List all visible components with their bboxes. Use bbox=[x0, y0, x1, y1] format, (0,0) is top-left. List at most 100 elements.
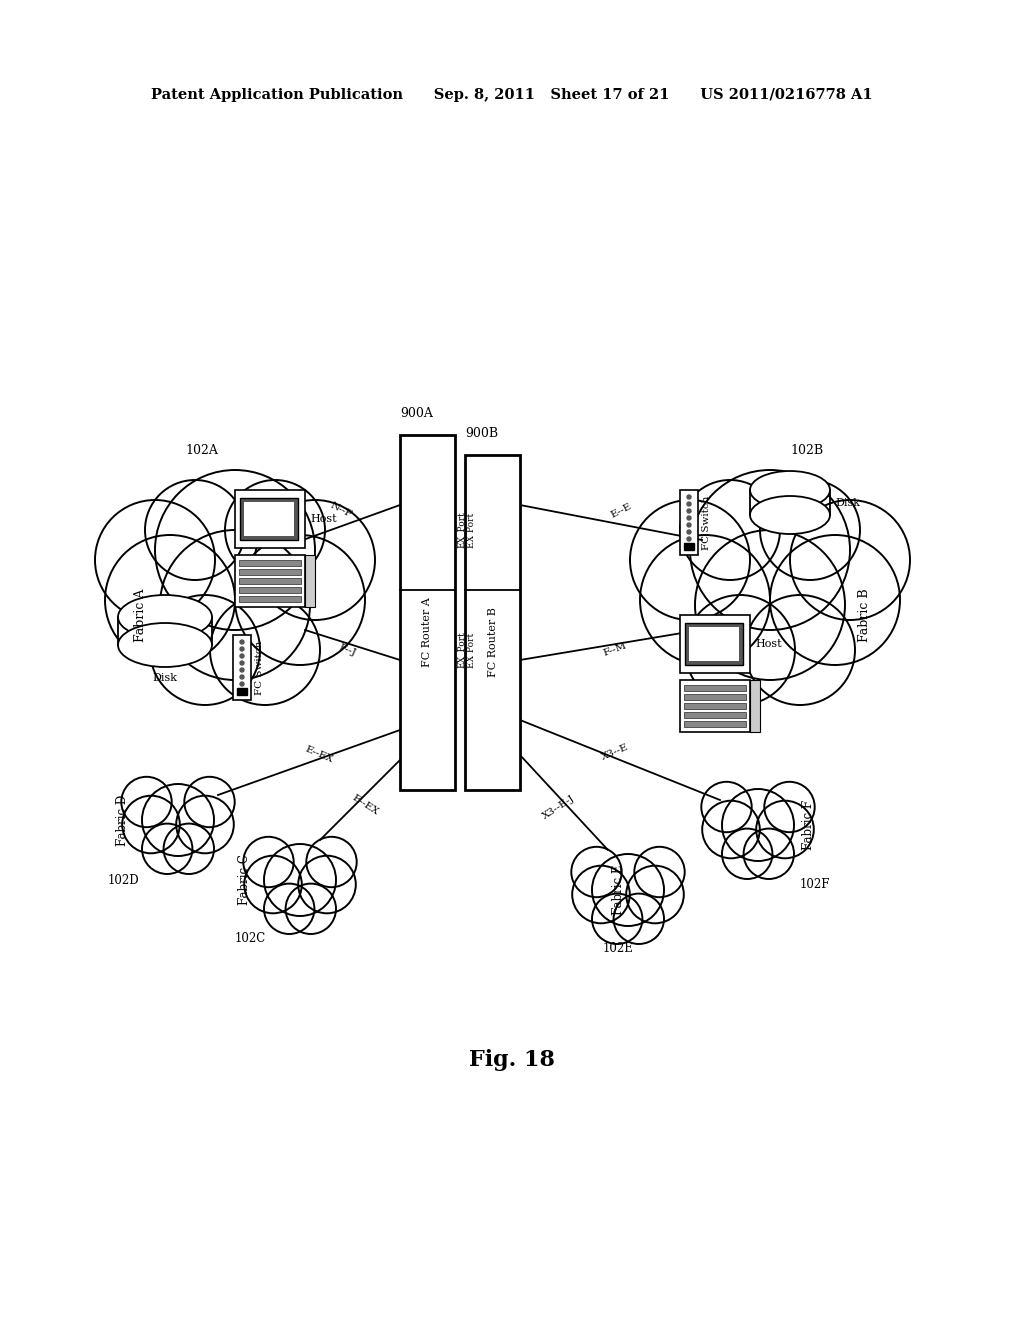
Circle shape bbox=[160, 531, 310, 680]
Bar bbox=[240, 498, 298, 540]
Bar bbox=[684, 694, 746, 700]
Bar bbox=[680, 490, 698, 554]
Bar bbox=[680, 615, 750, 673]
Circle shape bbox=[571, 847, 622, 898]
Text: N--F: N--F bbox=[329, 502, 354, 520]
Bar bbox=[680, 680, 750, 733]
Circle shape bbox=[255, 500, 375, 620]
Circle shape bbox=[105, 535, 234, 665]
Circle shape bbox=[685, 595, 795, 705]
Circle shape bbox=[695, 531, 845, 680]
Circle shape bbox=[687, 510, 691, 513]
Text: Disk: Disk bbox=[835, 498, 860, 508]
Text: 102A: 102A bbox=[185, 444, 218, 457]
Text: EX_Port: EX_Port bbox=[457, 631, 467, 668]
Bar bbox=[234, 490, 305, 548]
Text: X3--E: X3--E bbox=[600, 742, 630, 762]
Circle shape bbox=[264, 883, 314, 935]
Text: Patent Application Publication      Sep. 8, 2011   Sheet 17 of 21      US 2011/0: Patent Application Publication Sep. 8, 2… bbox=[152, 88, 872, 102]
Circle shape bbox=[210, 595, 319, 705]
Circle shape bbox=[687, 544, 691, 548]
Bar bbox=[239, 578, 301, 583]
Circle shape bbox=[640, 535, 770, 665]
Text: EX_Port: EX_Port bbox=[457, 512, 467, 548]
Circle shape bbox=[240, 675, 244, 678]
Text: FC Router A: FC Router A bbox=[423, 598, 432, 668]
Text: Fabric E: Fabric E bbox=[611, 865, 625, 915]
Circle shape bbox=[244, 855, 302, 913]
Text: X3--E-J: X3--E-J bbox=[542, 793, 577, 821]
Text: F--M: F--M bbox=[602, 642, 628, 659]
Text: EX Port: EX Port bbox=[467, 512, 476, 548]
Bar bbox=[390, 425, 535, 814]
Circle shape bbox=[145, 480, 245, 579]
Circle shape bbox=[572, 866, 630, 923]
Circle shape bbox=[121, 776, 172, 828]
Bar bbox=[233, 635, 251, 700]
Bar bbox=[239, 587, 301, 593]
Text: E--E: E--E bbox=[609, 502, 633, 520]
Bar bbox=[684, 685, 746, 690]
Text: 900A: 900A bbox=[400, 407, 433, 420]
Circle shape bbox=[240, 647, 244, 651]
Circle shape bbox=[760, 480, 860, 579]
Circle shape bbox=[234, 535, 365, 665]
Circle shape bbox=[702, 801, 760, 858]
Circle shape bbox=[687, 537, 691, 541]
Circle shape bbox=[240, 682, 244, 686]
Circle shape bbox=[164, 824, 214, 874]
Circle shape bbox=[240, 689, 244, 693]
Circle shape bbox=[286, 883, 336, 935]
Circle shape bbox=[770, 535, 900, 665]
Circle shape bbox=[142, 824, 193, 874]
Text: Fabric A: Fabric A bbox=[133, 589, 146, 642]
Bar bbox=[684, 543, 694, 550]
Circle shape bbox=[240, 661, 244, 665]
Circle shape bbox=[627, 866, 684, 923]
Ellipse shape bbox=[750, 496, 830, 535]
Bar bbox=[750, 680, 760, 733]
Bar bbox=[244, 502, 294, 536]
Circle shape bbox=[240, 640, 244, 644]
Text: 102D: 102D bbox=[108, 874, 139, 887]
Bar bbox=[400, 436, 455, 789]
Bar bbox=[234, 554, 305, 607]
Bar bbox=[305, 554, 315, 607]
Circle shape bbox=[592, 854, 664, 927]
Bar bbox=[239, 569, 301, 576]
Text: 102B: 102B bbox=[790, 444, 823, 457]
Circle shape bbox=[184, 776, 234, 828]
Text: 102F: 102F bbox=[800, 879, 830, 891]
Text: Fabric B: Fabric B bbox=[858, 589, 871, 642]
Text: Fig. 18: Fig. 18 bbox=[469, 1049, 555, 1071]
Circle shape bbox=[687, 502, 691, 506]
Text: Host: Host bbox=[755, 639, 781, 649]
Circle shape bbox=[701, 781, 752, 832]
Circle shape bbox=[687, 531, 691, 535]
Text: 102C: 102C bbox=[234, 932, 266, 945]
Circle shape bbox=[687, 523, 691, 527]
Circle shape bbox=[122, 796, 180, 853]
Circle shape bbox=[613, 894, 664, 944]
Circle shape bbox=[244, 837, 294, 887]
Text: Fabric C: Fabric C bbox=[239, 854, 252, 906]
Circle shape bbox=[634, 847, 685, 898]
Text: FC Switch: FC Switch bbox=[702, 495, 711, 549]
Text: Fabric F: Fabric F bbox=[802, 800, 814, 850]
Circle shape bbox=[155, 470, 315, 630]
Text: E--EX: E--EX bbox=[303, 744, 335, 764]
Text: FC Switch: FC Switch bbox=[255, 640, 264, 694]
Circle shape bbox=[764, 781, 815, 832]
Circle shape bbox=[225, 480, 325, 579]
Bar bbox=[684, 704, 746, 709]
Circle shape bbox=[722, 789, 794, 861]
Circle shape bbox=[150, 595, 260, 705]
Bar bbox=[684, 711, 746, 718]
Bar bbox=[239, 597, 301, 602]
Ellipse shape bbox=[118, 595, 212, 639]
Circle shape bbox=[176, 796, 233, 853]
Bar bbox=[684, 721, 746, 727]
Circle shape bbox=[743, 829, 794, 879]
Circle shape bbox=[306, 837, 356, 887]
Text: Fabric D: Fabric D bbox=[117, 795, 129, 846]
